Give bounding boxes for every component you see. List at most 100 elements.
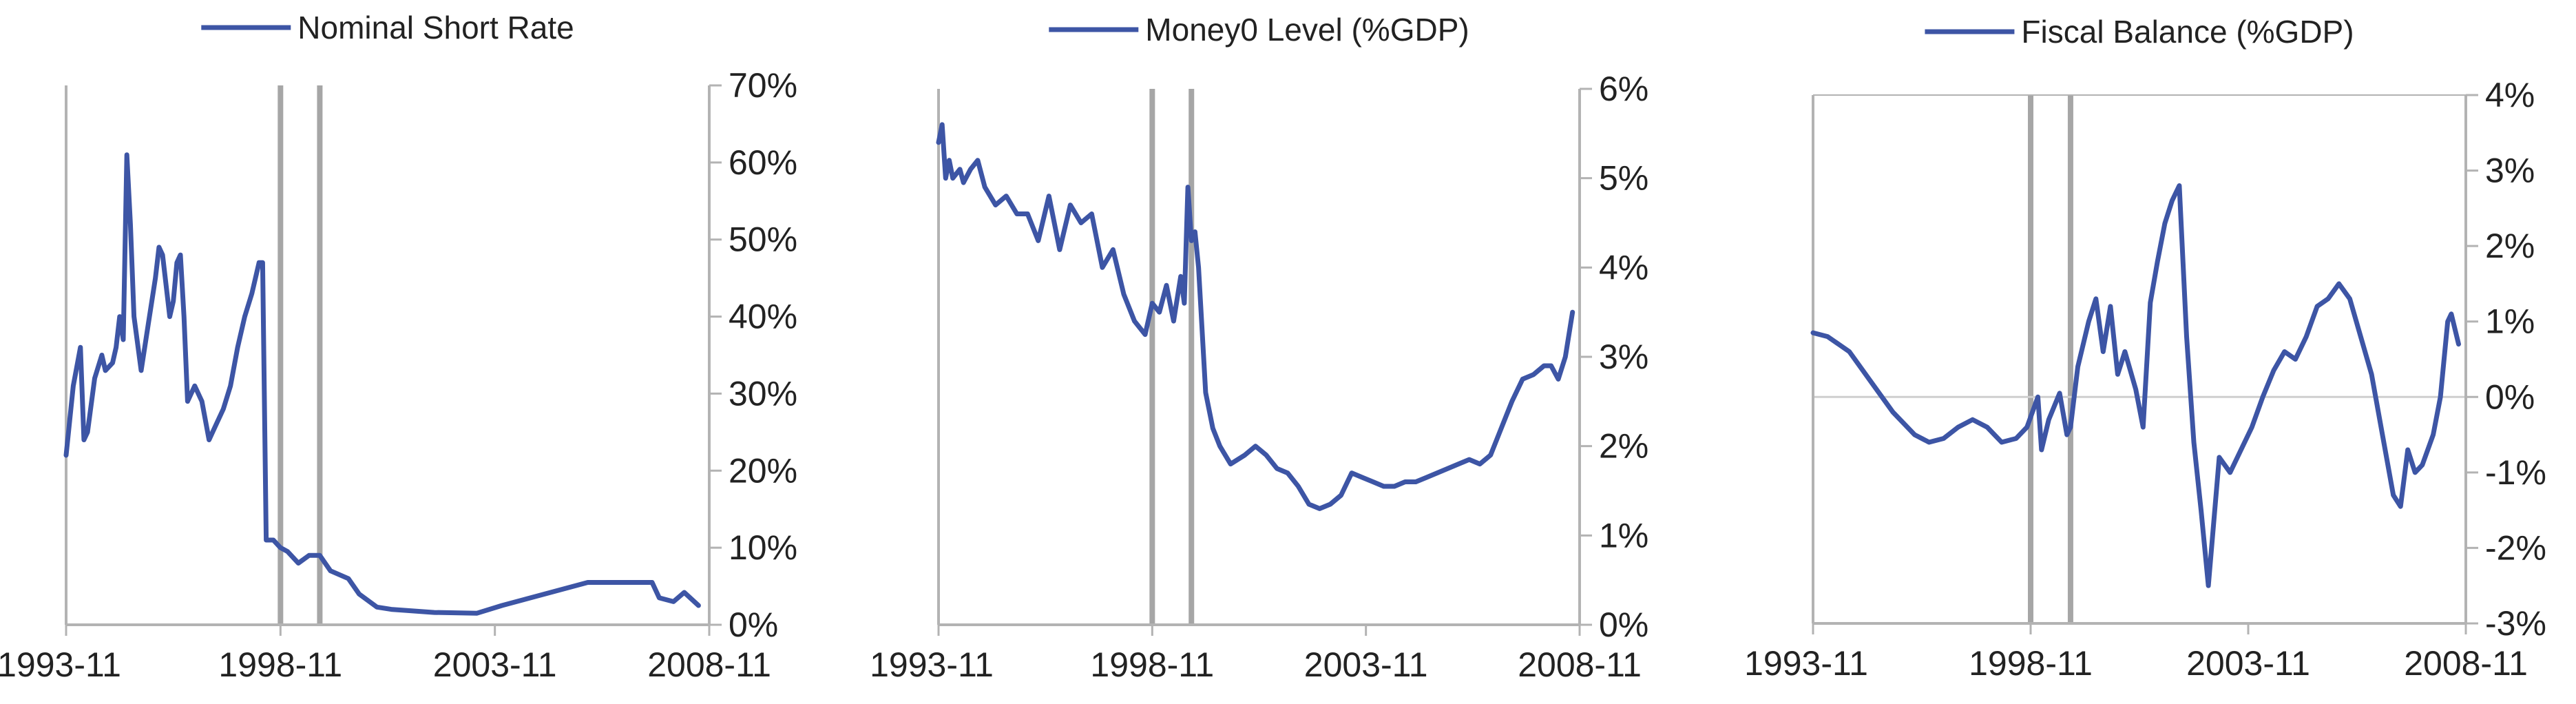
data-point: [1891, 410, 1895, 414]
y-tick-label: 5%: [1599, 159, 1648, 198]
data-point: [2170, 198, 2174, 203]
data-point: [1307, 502, 1311, 506]
data-point: [235, 345, 240, 349]
data-point: [1510, 400, 1514, 404]
data-point: [2108, 304, 2113, 309]
data-point: [947, 158, 951, 163]
data-point: [2076, 365, 2080, 369]
data-point: [1542, 364, 1546, 368]
data-point: [696, 603, 700, 608]
data-point: [1467, 457, 1472, 462]
data-point: [2163, 221, 2167, 225]
chart-panel-money0-level: 0% 1% 2% 3% 4% 5% 6% 1993-11 1998-11 2003-11 2008-…: [870, 12, 1648, 684]
legend-label: Money0 Level (%GDP): [1145, 12, 1469, 48]
data-point: [543, 592, 547, 596]
data-point: [1111, 247, 1115, 251]
x-tick-label: 1993-11: [1744, 644, 1868, 683]
y-tick-label: 20%: [729, 451, 797, 490]
data-point: [1228, 462, 1233, 466]
data-point: [1164, 283, 1169, 287]
data-point: [961, 180, 965, 185]
data-point: [1825, 335, 1830, 339]
data-point: [1499, 426, 1503, 431]
data-point: [2014, 437, 2018, 440]
data-point: [2446, 320, 2450, 324]
y-tick-label: 30%: [729, 374, 797, 413]
y-tick-label: 40%: [729, 298, 797, 336]
x-tick-label: 2008-11: [647, 645, 771, 684]
data-point: [2283, 350, 2287, 353]
data-point: [278, 546, 282, 550]
data-point: [958, 167, 962, 172]
legend: Money0 Level (%GDP): [1049, 12, 1469, 48]
data-point: [1392, 484, 1396, 488]
legend: Nominal Short Rate: [201, 10, 574, 45]
y-tick-label: 50%: [729, 220, 797, 259]
data-point: [1122, 292, 1126, 296]
data-point: [500, 603, 504, 608]
data-point: [1414, 480, 1418, 484]
data-point: [2134, 387, 2138, 391]
data-point: [1531, 373, 1536, 377]
data-point: [1004, 194, 1008, 198]
data-point: [118, 315, 122, 319]
y-tick-label: 4%: [1599, 248, 1648, 287]
data-point: [178, 253, 182, 257]
y-tick-label: -3%: [2485, 604, 2546, 643]
data-point: [1025, 212, 1029, 216]
data-point: [242, 315, 247, 319]
data-point: [1197, 265, 1201, 269]
data-point: [2261, 395, 2265, 399]
data-point: [71, 384, 75, 388]
data-point: [214, 422, 218, 426]
data-point: [271, 538, 275, 542]
data-point: [157, 245, 161, 249]
data-point: [2155, 259, 2159, 263]
data-point: [671, 599, 676, 603]
data-point: [1361, 475, 1364, 479]
data-point: [682, 590, 687, 594]
data-point: [114, 345, 118, 349]
data-point: [317, 553, 322, 557]
data-point: [1296, 484, 1300, 488]
data-point: [2115, 372, 2119, 376]
data-point: [125, 153, 129, 157]
data-point: [1182, 301, 1186, 305]
data-point: [1403, 480, 1407, 484]
data-point: [154, 276, 158, 280]
data-point: [969, 167, 972, 172]
y-tick-label: 4%: [2485, 76, 2535, 114]
y-tick-label: 10%: [729, 528, 797, 567]
data-point: [1971, 417, 1975, 422]
data-point: [328, 569, 333, 573]
data-point: [2315, 304, 2319, 309]
data-point: [2040, 448, 2044, 452]
y-tick-label: 0%: [729, 605, 778, 644]
data-point: [132, 315, 136, 319]
data-point: [1556, 377, 1560, 381]
data-point: [2431, 433, 2436, 437]
data-point: [1171, 319, 1175, 323]
data-point: [1847, 350, 1852, 353]
data-point: [2101, 350, 2105, 353]
data-point: [357, 592, 361, 596]
data-point: [1985, 425, 1989, 429]
data-point: [1317, 506, 1321, 510]
y-tick-label: 2%: [2485, 227, 2535, 265]
x-tick-label: 2003-11: [433, 645, 557, 684]
y-tick-label: 70%: [729, 66, 797, 105]
data-point: [1520, 377, 1525, 381]
data-point: [221, 407, 225, 411]
data-point: [93, 376, 96, 380]
data-point: [2199, 508, 2203, 513]
data-point: [983, 185, 987, 189]
data-point: [264, 538, 269, 542]
data-point: [2228, 470, 2232, 475]
data-point: [2185, 335, 2188, 339]
x-tick-label: 1998-11: [1969, 644, 2093, 683]
data-point: [111, 361, 114, 365]
data-point: [160, 253, 165, 257]
data-point: [951, 176, 955, 180]
data-point: [1563, 355, 1567, 359]
data-point: [2391, 493, 2396, 497]
